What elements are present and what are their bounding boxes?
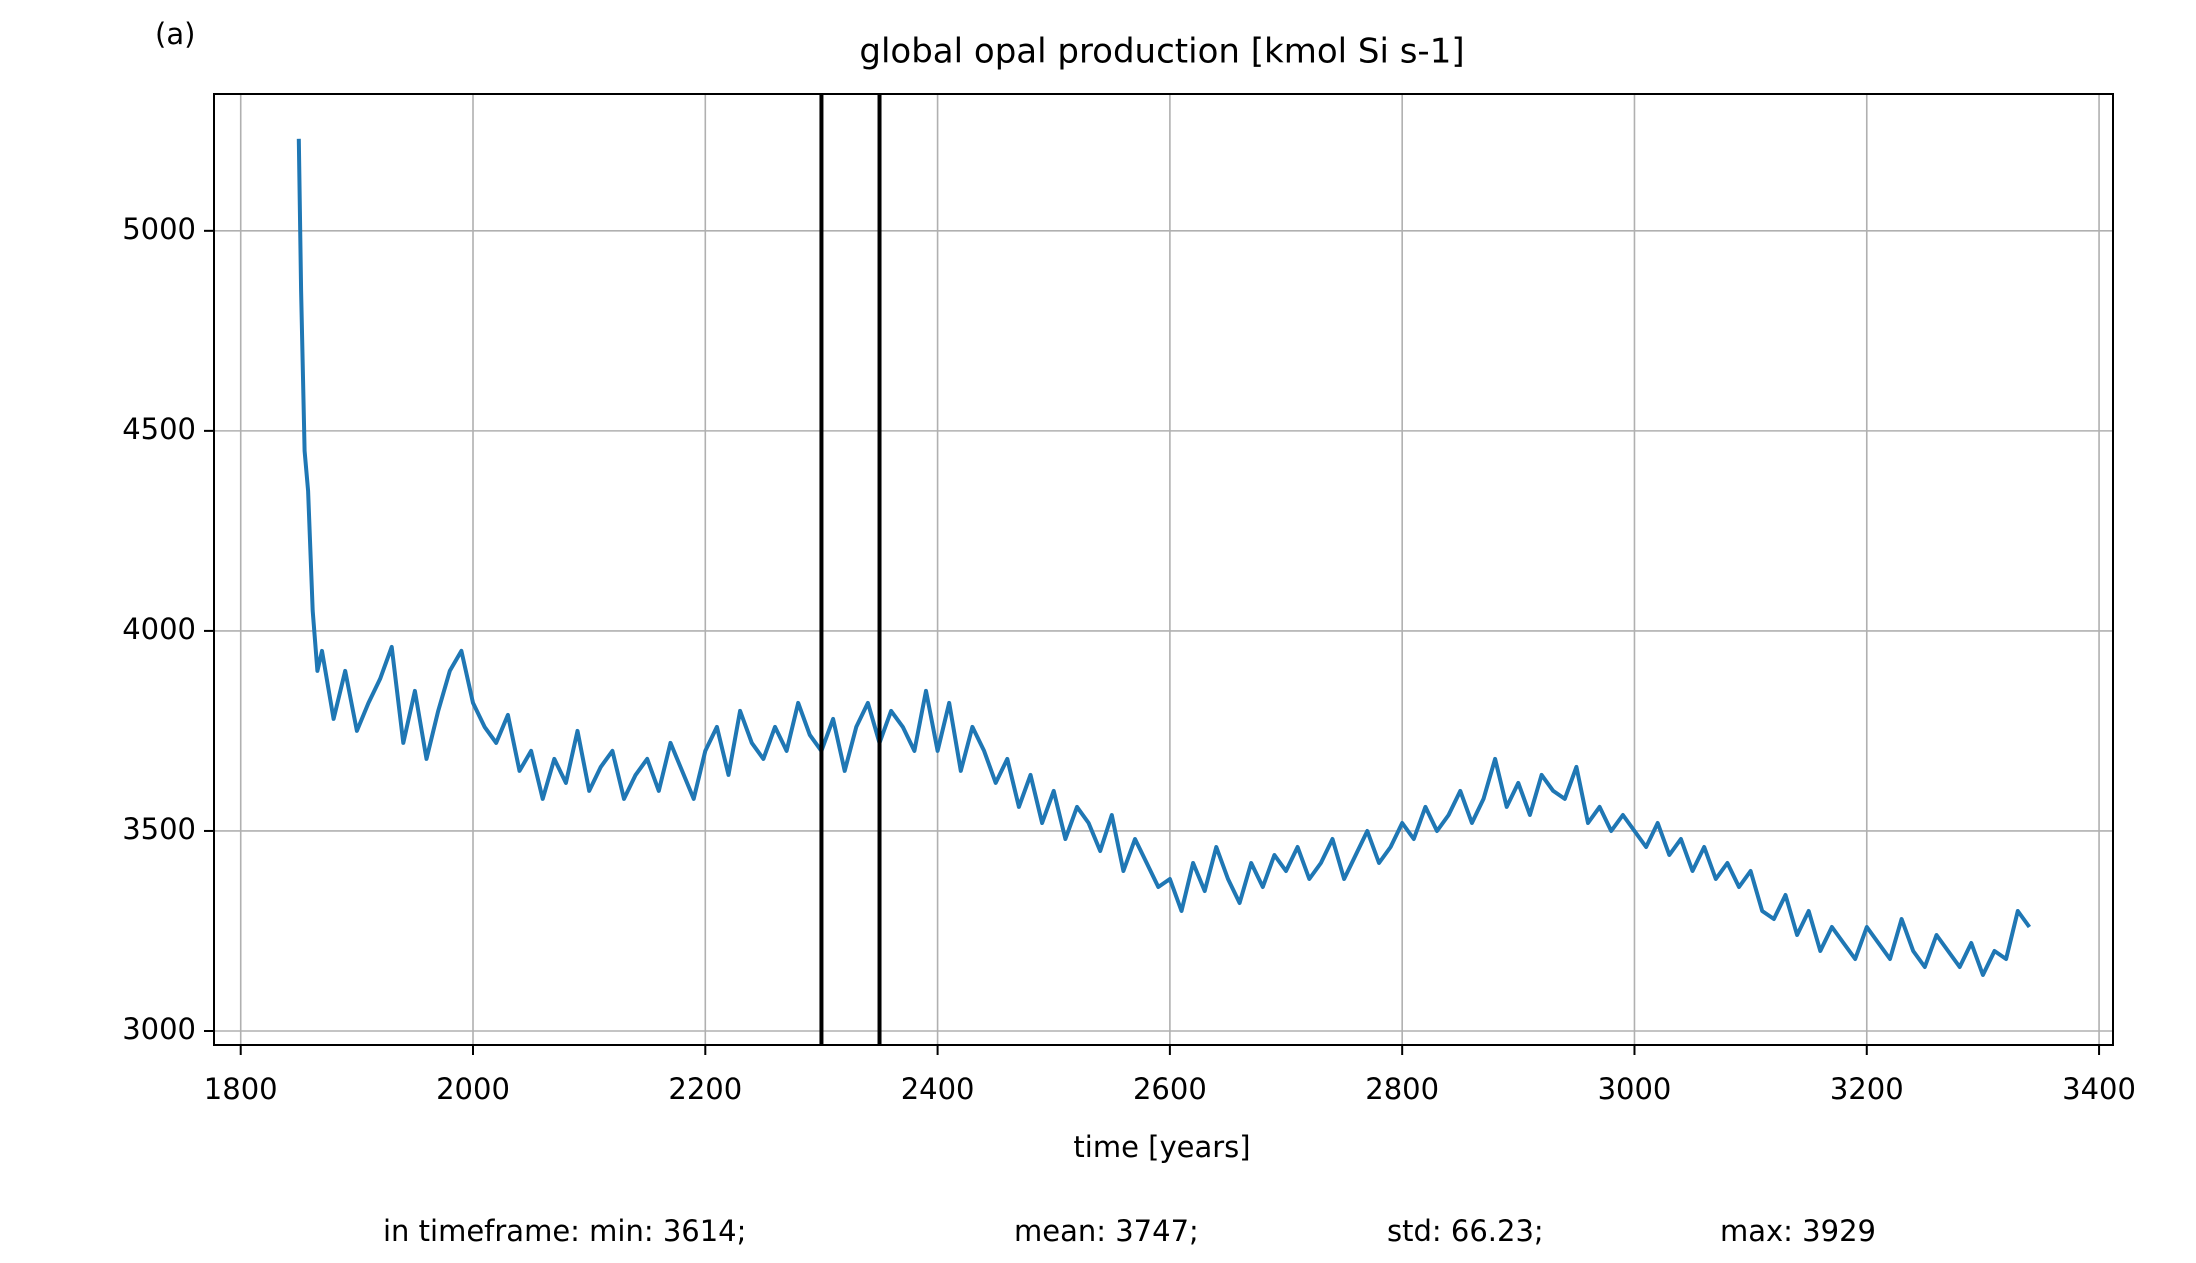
y-tick-label: 4500 xyxy=(122,412,196,446)
y-tick-label: 3000 xyxy=(122,1012,196,1046)
y-tick-label: 5000 xyxy=(122,212,196,246)
chart-title: global opal production [kmol Si s-1] xyxy=(859,32,1464,72)
x-tick-label: 2400 xyxy=(901,1072,975,1106)
x-tick-label: 2200 xyxy=(668,1072,742,1106)
x-tick-label: 3200 xyxy=(1830,1072,1904,1106)
x-tick-label: 2000 xyxy=(436,1072,510,1106)
stats-annotation: std: 66.23; xyxy=(1387,1214,1544,1248)
x-tick-label: 2600 xyxy=(1133,1072,1207,1106)
x-tick-label: 3400 xyxy=(2062,1072,2136,1106)
stats-annotation: max: 3929 xyxy=(1720,1214,1876,1248)
y-tick-label: 3500 xyxy=(122,812,196,846)
x-tick-label: 3000 xyxy=(1598,1072,1672,1106)
plot-frame xyxy=(213,93,2114,1046)
y-tick-label: 4000 xyxy=(122,612,196,646)
stats-annotation: mean: 3747; xyxy=(1014,1214,1199,1248)
x-tick-label: 1800 xyxy=(204,1072,278,1106)
x-tick-label: 2800 xyxy=(1365,1072,1439,1106)
x-axis-label: time [years] xyxy=(1073,1130,1250,1164)
panel-label: (a) xyxy=(155,17,195,51)
stats-annotation: in timeframe: min: 3614; xyxy=(383,1214,746,1248)
data-line xyxy=(296,138,2032,977)
